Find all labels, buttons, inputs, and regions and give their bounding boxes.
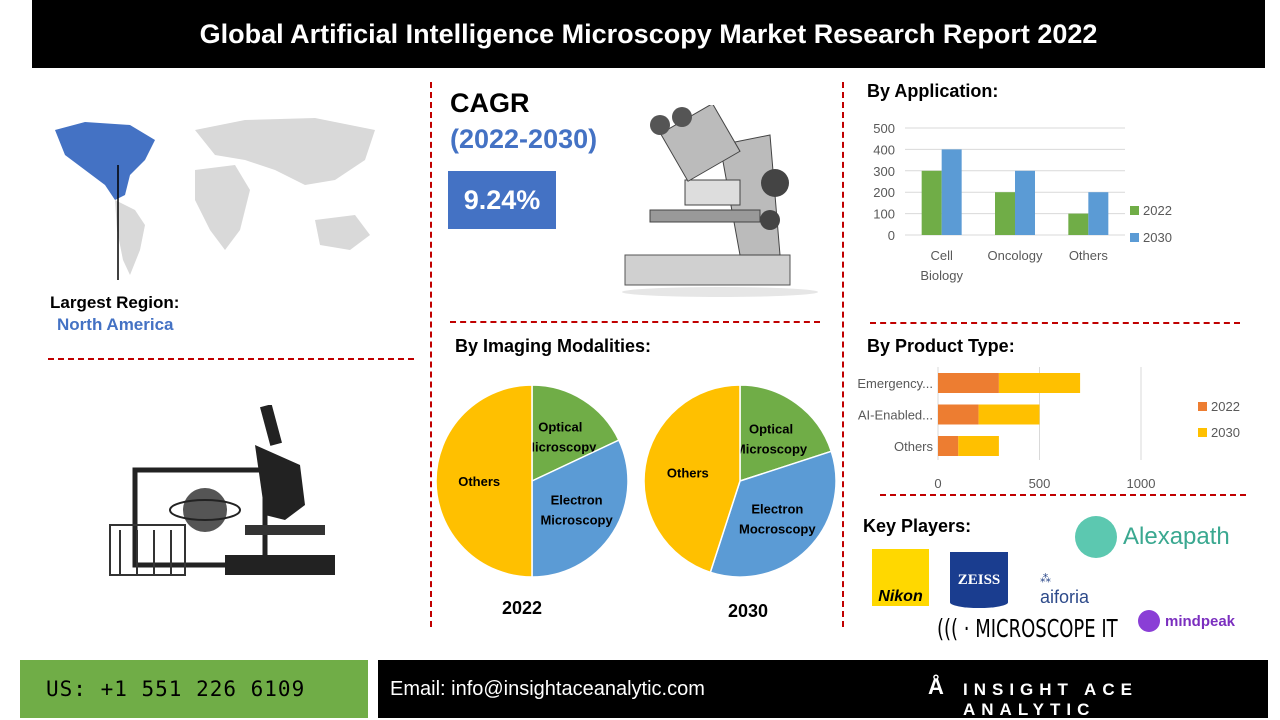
world-map — [55, 118, 375, 280]
footer-contact: Email: info@insightaceanalytic.com Å INS… — [378, 660, 1268, 719]
bar-2030 — [1088, 192, 1109, 235]
x-tick-label: Cell — [930, 248, 953, 263]
x-tick-label: 500 — [1029, 476, 1051, 491]
y-tick-label: 300 — [873, 164, 895, 179]
nikon-logo: Nikon — [872, 549, 929, 606]
north-america-region — [55, 122, 155, 200]
pie-label: Electron — [551, 492, 603, 507]
title-bar: Global Artificial Intelligence Microscop… — [32, 0, 1265, 68]
mindpeak-logo: mindpeak — [1138, 610, 1235, 632]
cagr-value-badge: 9.24% — [448, 171, 556, 229]
bar-2030 — [978, 404, 1040, 425]
pie-year-2022: 2022 — [502, 598, 543, 618]
imaging-heading: By Imaging Modalities: — [455, 336, 652, 356]
pie-label: Optical — [749, 421, 793, 436]
divider — [48, 358, 414, 360]
legend-label: 2030 — [1211, 425, 1240, 440]
bar-2022 — [995, 192, 1015, 235]
x-tick-label: Biology — [920, 268, 963, 283]
divider — [450, 321, 820, 323]
footer-phone: US: +1 551 226 6109 — [20, 660, 368, 718]
y-tick-label: AI-Enabled... — [858, 408, 933, 423]
y-tick-label: 100 — [873, 207, 895, 222]
bar-2022 — [938, 404, 979, 425]
pie-slice — [531, 439, 629, 578]
pie-slice — [709, 450, 837, 578]
x-tick-label: Others — [1069, 248, 1109, 263]
bar-2030 — [998, 373, 1081, 393]
page-title: Global Artificial Intelligence Microscop… — [199, 18, 1098, 49]
divider — [880, 494, 1246, 496]
y-tick-label: Emergency... — [857, 376, 933, 391]
x-tick-label: 1000 — [1127, 476, 1156, 491]
pie-slice — [531, 384, 620, 483]
y-tick-label: 500 — [873, 121, 895, 136]
legend-swatch — [1198, 428, 1207, 437]
africa-region — [195, 165, 250, 250]
divider — [430, 82, 432, 627]
pie-label: Microscopy — [540, 512, 613, 527]
bar-2022 — [938, 373, 999, 393]
y-tick-label: Others — [894, 439, 934, 454]
pie-slice — [643, 384, 741, 574]
pie-label: Optical — [538, 419, 582, 434]
y-tick-label: 0 — [888, 228, 895, 243]
legend-label: 2022 — [1211, 399, 1240, 414]
y-tick-label: 400 — [873, 142, 895, 157]
bar-2030 — [941, 149, 962, 235]
alexapath-logo: Alexapath — [1075, 516, 1230, 558]
brand-name: INSIGHT ACE ANALYTIC — [963, 680, 1138, 719]
bar-2022 — [921, 170, 942, 235]
microscope-it-logo: ((( · MICROSCOPE IT — [937, 614, 1118, 643]
x-tick-label: Oncology — [988, 248, 1043, 263]
cagr-label: CAGR — [450, 88, 530, 118]
cagr-period: (2022-2030) — [450, 124, 598, 154]
application-heading: By Application: — [867, 81, 999, 101]
y-tick-label: 200 — [873, 185, 895, 200]
pie-label: Microscopy — [735, 441, 808, 456]
pie-label: Others — [667, 466, 709, 481]
lab-microscope-illustration — [109, 405, 335, 576]
x-tick-label: 0 — [934, 476, 941, 491]
legend-swatch — [1198, 402, 1207, 411]
pie-label: Mocroscopy — [739, 521, 816, 536]
key-players-heading: Key Players: — [863, 516, 972, 536]
legend-label: 2030 — [1143, 230, 1172, 245]
zeiss-logo: ZEISS — [950, 552, 1008, 608]
divider — [842, 82, 844, 627]
pie-year-2030: 2030 — [728, 601, 769, 621]
pie-label: Microscopy — [524, 439, 597, 454]
imaging-pie-charts: Optical Microscopy Electron Microscopy Other… — [435, 384, 837, 578]
cagr-value: 9.24% — [463, 184, 541, 215]
microscope-icon — [622, 105, 818, 297]
bar-2030 — [1015, 170, 1035, 235]
bar-2030 — [958, 436, 999, 456]
legend-swatch — [1130, 206, 1139, 215]
largest-region-label: Largest Region: — [50, 293, 180, 312]
australia-region — [315, 215, 370, 250]
pie-label: Electron — [751, 501, 803, 516]
product-heading: By Product Type: — [867, 336, 1015, 356]
legend-swatch — [1130, 233, 1139, 242]
application-bar-chart: 0 100 200 300 400 500 Cell Biology Oncology Other… — [873, 121, 1172, 283]
bar-2022 — [938, 436, 959, 456]
south-america-region — [115, 200, 145, 275]
pie-slice — [435, 384, 533, 578]
email-link[interactable]: Email: info@insightaceanalytic.com — [390, 678, 705, 700]
brand-icon: Å — [928, 674, 944, 699]
product-bar-chart: 0 500 1000 Emergency... AI-Enabled... Others 2… — [857, 367, 1240, 491]
pie-label: Others — [458, 474, 500, 489]
largest-region-value: North America — [57, 315, 174, 334]
bar-2022 — [1068, 213, 1089, 235]
legend-label: 2022 — [1143, 203, 1172, 218]
aiforia-logo: ⁂ aiforia — [1040, 573, 1090, 607]
divider — [870, 322, 1240, 324]
eurasia-region — [195, 118, 375, 185]
phone-number[interactable]: US: +1 551 226 6109 — [46, 677, 306, 701]
pie-slice — [739, 384, 833, 483]
